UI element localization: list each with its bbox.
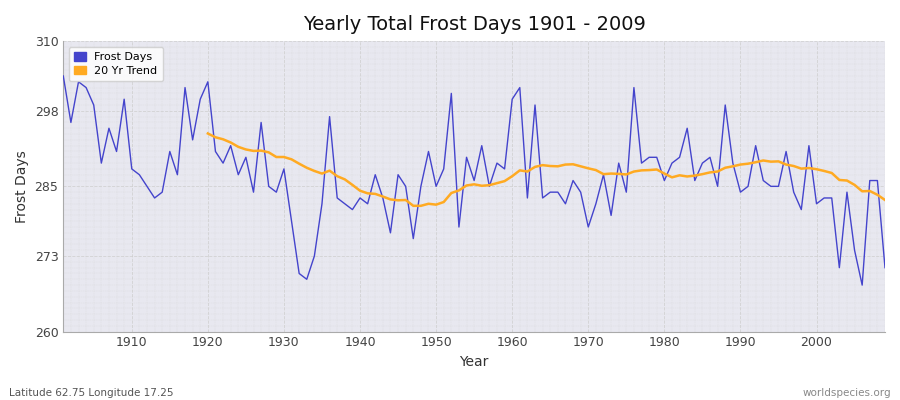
Legend: Frost Days, 20 Yr Trend: Frost Days, 20 Yr Trend [68,47,163,81]
Text: Latitude 62.75 Longitude 17.25: Latitude 62.75 Longitude 17.25 [9,388,174,398]
Title: Yearly Total Frost Days 1901 - 2009: Yearly Total Frost Days 1901 - 2009 [302,15,645,34]
X-axis label: Year: Year [460,355,489,369]
Text: worldspecies.org: worldspecies.org [803,388,891,398]
Y-axis label: Frost Days: Frost Days [15,150,29,223]
